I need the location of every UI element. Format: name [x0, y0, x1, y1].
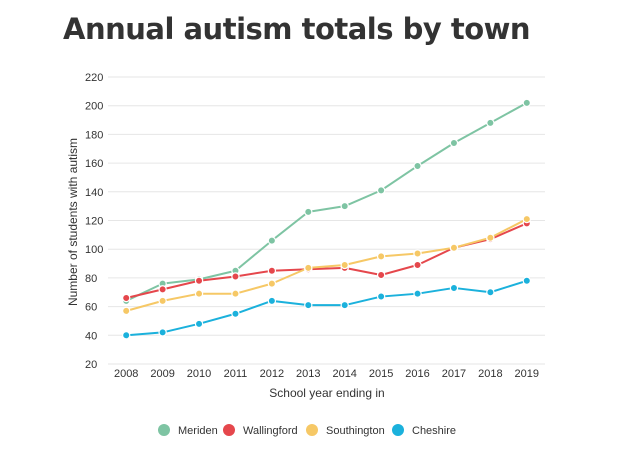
y-tick-label: 100: [85, 244, 103, 256]
legend-swatch: [306, 424, 318, 436]
legend-swatch: [158, 424, 170, 436]
data-point-meriden: [522, 98, 531, 108]
x-tick-label: 2011: [224, 368, 248, 380]
legend: Meriden Wallingford Southington Cheshire: [158, 424, 456, 437]
x-tick-label: 2019: [515, 368, 539, 380]
legend-swatch: [392, 424, 404, 436]
y-tick-label: 220: [85, 72, 103, 84]
x-tick-label: 2013: [296, 368, 320, 380]
data-point-cheshire: [122, 331, 131, 340]
series-points: [122, 98, 531, 340]
data-point-meriden: [304, 207, 313, 217]
y-axis-label: Number of students with autism: [66, 138, 80, 306]
y-tick-label: 80: [85, 273, 97, 285]
x-tick-label: 2009: [150, 368, 174, 380]
data-point-cheshire: [522, 276, 531, 285]
legend-item-southington[interactable]: Southington: [306, 424, 385, 437]
data-point-wallingford: [158, 285, 167, 294]
grid: [108, 76, 545, 365]
data-point-southington: [449, 243, 459, 252]
data-point-wallingford: [413, 260, 422, 270]
legend-item-cheshire[interactable]: Cheshire: [392, 424, 456, 437]
y-tick-label: 40: [85, 330, 97, 342]
x-tick-label: 2015: [369, 368, 393, 380]
data-point-cheshire: [231, 309, 240, 318]
data-point-southington: [194, 289, 204, 298]
legend-label: Southington: [326, 425, 385, 437]
x-tick-label: 2017: [442, 368, 466, 380]
data-point-southington: [267, 279, 277, 288]
data-point-cheshire: [304, 300, 313, 310]
data-point-cheshire: [267, 296, 277, 306]
series-lines: [125, 101, 528, 337]
data-point-southington: [122, 306, 131, 316]
data-point-cheshire: [158, 328, 167, 337]
data-point-southington: [158, 296, 167, 306]
y-tick-label: 140: [85, 187, 103, 199]
x-axis-label: School year ending in: [269, 386, 384, 400]
data-point-wallingford: [231, 272, 240, 281]
data-point-southington: [413, 249, 422, 258]
data-point-meriden: [376, 186, 386, 195]
series-line-southington: [125, 218, 528, 312]
data-point-cheshire: [413, 289, 422, 298]
series-line-cheshire: [126, 279, 528, 337]
y-tick-label: 20: [85, 359, 97, 371]
data-point-meriden: [449, 138, 459, 148]
series-line-meriden: [125, 101, 528, 302]
x-tick-label: 2008: [114, 368, 138, 380]
data-point-southington: [340, 260, 349, 270]
data-point-cheshire: [194, 319, 204, 329]
data-point-meriden: [486, 118, 495, 128]
x-tick-label: 2018: [478, 368, 502, 380]
series-line-wallingford: [125, 222, 528, 299]
x-tick-labels: 2008 2009 2010 2011 2012 2013 2014 2015 2016 2017…: [114, 368, 539, 380]
data-point-cheshire: [376, 292, 386, 301]
legend-item-wallingford[interactable]: Wallingford: [223, 424, 298, 437]
legend-item-meriden[interactable]: Meriden: [158, 424, 218, 437]
data-point-wallingford: [122, 293, 131, 303]
legend-label: Cheshire: [412, 425, 456, 437]
data-point-wallingford: [267, 266, 277, 275]
chart-title: Annual autism totals by town: [63, 12, 531, 46]
y-tick-label: 60: [85, 302, 97, 314]
data-point-southington: [486, 233, 495, 242]
y-tick-label: 200: [85, 101, 103, 113]
legend-label: Meriden: [178, 425, 218, 437]
data-point-wallingford: [376, 270, 386, 280]
data-point-cheshire: [486, 288, 495, 297]
data-point-cheshire: [340, 300, 349, 310]
data-point-meriden: [413, 161, 422, 171]
data-point-southington: [376, 252, 386, 261]
data-point-southington: [304, 263, 313, 273]
x-tick-label: 2012: [260, 368, 284, 380]
x-tick-label: 2014: [332, 368, 356, 380]
data-point-meriden: [340, 201, 349, 211]
y-tick-labels: 20 40 60 80 100 120 140 160 180 200 220: [85, 72, 103, 371]
legend-swatch: [223, 424, 235, 436]
data-point-southington: [522, 214, 531, 224]
y-tick-label: 120: [85, 216, 103, 228]
y-tick-label: 180: [85, 129, 103, 141]
data-point-wallingford: [194, 276, 204, 285]
data-point-cheshire: [449, 283, 459, 293]
data-point-meriden: [267, 236, 277, 245]
legend-label: Wallingford: [243, 425, 298, 437]
y-tick-label: 160: [85, 158, 103, 170]
data-point-southington: [231, 289, 240, 298]
x-tick-label: 2010: [187, 368, 211, 380]
x-tick-label: 2016: [405, 368, 429, 380]
